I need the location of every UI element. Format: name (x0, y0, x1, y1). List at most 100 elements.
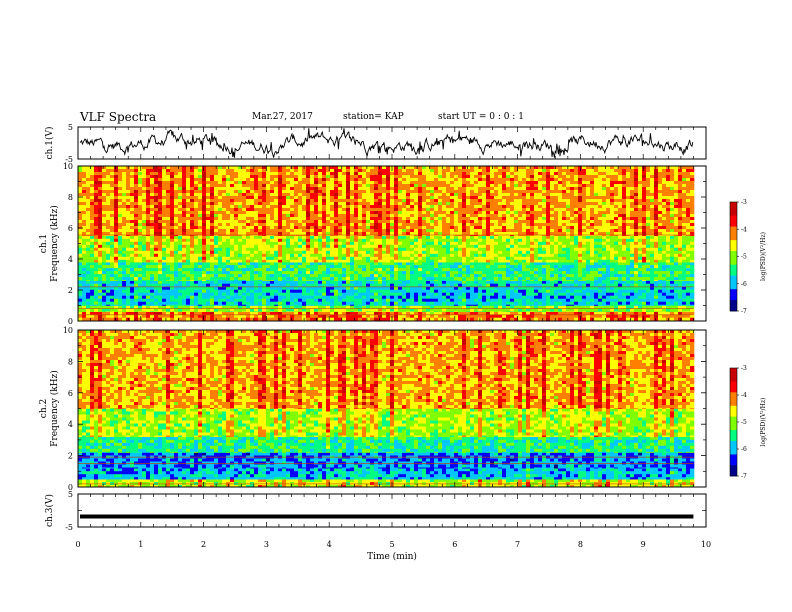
spectrogram-cell (474, 295, 479, 299)
spectrogram-cell (658, 314, 663, 318)
spectrogram-cell (106, 274, 111, 278)
spectrogram-cell (478, 235, 483, 240)
spectrogram-cell (242, 317, 247, 321)
spectrogram-cell (242, 308, 247, 312)
spectrogram-cell (606, 308, 611, 312)
spectrogram-cell (254, 298, 259, 302)
spectrogram-cell (86, 286, 91, 290)
spectrogram-cell (242, 298, 247, 302)
spectrogram-cell (590, 301, 595, 305)
spectrogram-cell (290, 305, 295, 309)
spectrogram-cell (310, 238, 315, 243)
spectrogram-cell (174, 280, 179, 284)
spectrogram-cell (98, 292, 103, 296)
spectrogram-cell (346, 259, 351, 263)
spectrogram-cell (526, 235, 531, 240)
spectrogram-cell (634, 304, 639, 306)
spectrogram-cell (382, 235, 387, 240)
spectrogram-cell (94, 280, 99, 281)
spectrogram-cell (286, 304, 291, 306)
spectrogram-cell (462, 238, 467, 243)
spectrogram-cell (162, 286, 167, 290)
spectrogram-cell (482, 271, 487, 275)
spectrogram-cell (266, 274, 271, 278)
spectrogram-cell (582, 238, 587, 243)
spectrogram-cell (126, 250, 131, 255)
spectrogram-cell (346, 238, 351, 243)
spectrogram-cell (198, 304, 203, 306)
spectrogram-cell (606, 286, 611, 290)
spectrogram-cell (246, 235, 251, 240)
spectrogram-cell (90, 247, 95, 252)
spectrogram-cell (442, 301, 447, 305)
spectrogram-cell (686, 295, 691, 299)
spectrogram-cell (558, 247, 563, 252)
spectrogram-cell (650, 250, 655, 255)
spectrogram-cell (138, 277, 143, 281)
spectrogram-cell (446, 314, 451, 318)
spectrogram-cell (554, 298, 559, 302)
spectrogram-cell (550, 286, 555, 290)
spectrogram-cell (474, 262, 479, 266)
spectrogram-cell (502, 311, 507, 312)
spectrogram-cell (538, 265, 543, 269)
spectrogram-cell (486, 247, 491, 252)
spectrogram-cell (302, 265, 307, 269)
spectrogram-cell (614, 235, 619, 240)
spectrogram-cell (538, 311, 543, 315)
spectrogram-cell (546, 292, 551, 296)
spectrogram-cell (530, 241, 535, 246)
spectrogram-cell (418, 238, 423, 243)
spectrogram-cell (98, 280, 103, 281)
spectrogram-cell (474, 241, 479, 246)
spectrogram-cell (654, 304, 659, 306)
spectrogram-cell (266, 271, 271, 275)
spectrogram-cell (218, 259, 223, 263)
spectrogram-cell (550, 289, 555, 293)
spectrogram-cell (538, 286, 543, 290)
spectrogram-cell (158, 271, 163, 275)
spectrogram-cell (214, 250, 219, 255)
spectrogram-cell (174, 241, 179, 246)
spectrogram-cell (538, 244, 543, 249)
spectrogram-cell (194, 241, 199, 246)
spectrogram-cell (550, 295, 555, 299)
spectrogram-cell (426, 265, 431, 269)
spectrogram-cell (278, 268, 283, 272)
spectrogram-cell (598, 256, 603, 261)
spectrogram-cell (102, 244, 107, 249)
spectrogram-cell (426, 295, 431, 299)
spectrogram-cell (358, 253, 363, 258)
spectrogram-cell (242, 253, 247, 258)
spectrogram-cell (658, 289, 663, 293)
spectrogram-cell (226, 301, 231, 305)
spectrogram-cell (182, 295, 187, 299)
spectrogram-cell (618, 250, 623, 255)
spectrogram-cell (118, 286, 123, 290)
spectrogram-cell (214, 289, 219, 293)
spectrogram-cell (142, 256, 147, 261)
spectrogram-cell (490, 253, 495, 258)
spectrogram-cell (378, 271, 383, 275)
spectrogram-cell (182, 311, 187, 315)
spectrogram-cell (414, 304, 419, 306)
spectrogram-cell (90, 314, 95, 318)
spectrogram-cell (158, 259, 163, 263)
spectrogram-cell (462, 241, 467, 246)
spectrogram-cell (622, 244, 627, 249)
spectrogram-cell (666, 280, 671, 284)
spectrogram-cell (94, 317, 99, 321)
spectrogram-cell (662, 286, 667, 290)
spectrogram-cell (502, 311, 507, 315)
spectrogram-cell (322, 271, 327, 275)
spectrogram-cell (274, 301, 279, 305)
spectrogram-cell (210, 256, 215, 261)
spectrogram-cell (298, 235, 303, 240)
spectrogram-cell (134, 280, 139, 281)
spectrogram-cell (482, 265, 487, 269)
spectrogram-cell (622, 274, 627, 278)
spectrogram-cell (90, 301, 95, 305)
spectrogram-cell (86, 268, 91, 272)
spectrogram-cell (182, 283, 187, 287)
spectrogram-cell (142, 238, 147, 243)
